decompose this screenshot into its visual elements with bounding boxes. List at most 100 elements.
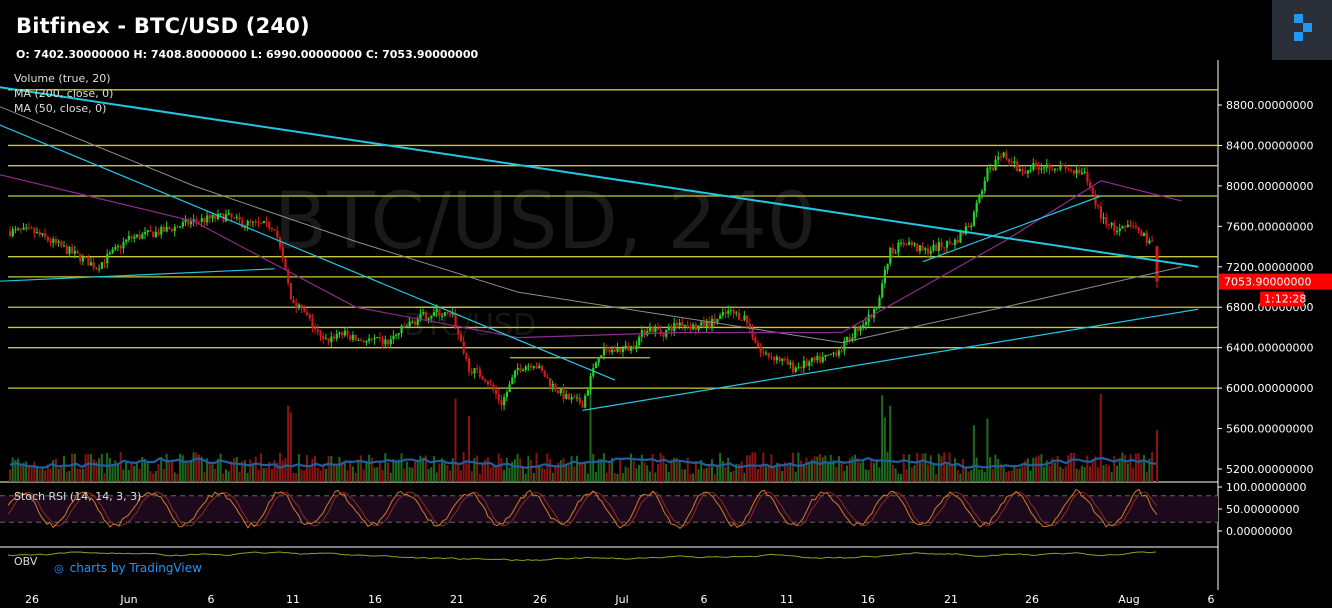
volume-bar (1018, 468, 1021, 482)
volume-bar (1137, 452, 1140, 482)
volume-bar (681, 469, 684, 482)
candle-body (400, 325, 403, 334)
candle-body (970, 225, 973, 228)
candles[interactable] (9, 149, 1159, 411)
candle-body (181, 222, 184, 227)
time-axis[interactable]: 26 Jun 6 11 16 21 26 Jul 6 11 16 21 26 Aug 6 (25, 593, 1215, 606)
volume-bar (144, 459, 146, 482)
candle-body (492, 384, 495, 390)
volume-bar (1010, 470, 1013, 482)
volume-bar (702, 468, 705, 482)
candle-body (686, 325, 689, 327)
candle-body (908, 241, 911, 245)
volume-ma-line (9, 456, 1157, 469)
candle-body (659, 329, 662, 333)
volume-bar (816, 456, 819, 482)
candle-body (451, 313, 454, 315)
volume-bar (289, 412, 292, 482)
candle-body (403, 325, 406, 327)
volume-bar (727, 457, 730, 482)
volume-bar (63, 455, 65, 482)
volume-bar (192, 452, 195, 482)
candle-body (1124, 226, 1127, 228)
volume-bar (562, 458, 565, 482)
candle-body (689, 326, 692, 330)
volume-bar (311, 459, 314, 482)
candle-body (1097, 205, 1100, 207)
ma200-indicator-label[interactable]: MA (200, close, 0) (14, 87, 114, 100)
volume-bar (592, 454, 595, 482)
volume-bar (468, 415, 470, 482)
candle-body (594, 362, 598, 368)
volume-bar (157, 463, 160, 482)
volume-bar (846, 465, 848, 482)
volume-bar (1107, 465, 1110, 482)
volume-bar (999, 463, 1002, 482)
candle-body (68, 246, 71, 254)
candle-body (44, 233, 47, 237)
obv-label[interactable]: OBV (14, 555, 38, 568)
candle-body (1002, 152, 1005, 157)
candle-body (808, 361, 811, 366)
candle-body (586, 389, 589, 396)
volume-bar (405, 461, 408, 482)
candle-body (149, 230, 152, 232)
volume-bar (427, 469, 430, 482)
volume-bar (740, 461, 743, 482)
volume-bar (1005, 472, 1008, 482)
volume-bar (33, 461, 36, 482)
candle-body (535, 366, 538, 368)
volume-bar (735, 463, 738, 482)
candle-body (1059, 165, 1062, 170)
volume-bar (613, 473, 616, 482)
app-logo-icon[interactable] (1272, 0, 1332, 60)
price-axis[interactable]: 8800.00000000 8400.00000000 8000.00000000 7… (1218, 99, 1332, 538)
time-tick-label: 26 (533, 593, 547, 606)
volume-bar (1008, 470, 1010, 482)
volume-bar (1102, 465, 1105, 482)
tradingview-branding[interactable]: ◎ charts by TradingView (54, 561, 202, 575)
price-tick-label: 8400.00000000 (1226, 139, 1313, 152)
volume-bar (1148, 458, 1151, 482)
candle-body (54, 239, 58, 243)
candle-body (500, 400, 503, 406)
trendlines[interactable] (0, 85, 1199, 411)
candle-body (762, 352, 765, 354)
volume-bar (594, 472, 597, 482)
stoch-rsi-label[interactable]: Stoch RSI (14, 14, 3, 3) (14, 490, 142, 503)
candle-body (1148, 240, 1151, 244)
volume-bar (92, 459, 95, 482)
volume-bar (478, 473, 481, 482)
candle-body (100, 262, 103, 269)
candle-body (184, 219, 187, 223)
volume-bar (368, 454, 371, 482)
candle-body (540, 365, 544, 371)
candle-body (462, 341, 465, 354)
volume-bar (648, 471, 651, 482)
candle-body (505, 392, 508, 398)
candle-body (794, 367, 797, 372)
volume-bar (584, 463, 587, 482)
candle-body (581, 403, 584, 408)
candle-body (25, 227, 28, 229)
volume-bar (1151, 452, 1154, 482)
candle-body (878, 297, 881, 307)
volume-bar (222, 473, 225, 482)
volume-bar (929, 455, 932, 482)
candle-body (792, 362, 795, 372)
volume-bar (25, 461, 28, 482)
candle-body (468, 358, 471, 372)
ma50-indicator-label[interactable]: MA (50, close, 0) (14, 102, 107, 115)
candle-body (837, 350, 841, 356)
volume-bar (567, 465, 570, 482)
candle-body (700, 321, 703, 326)
candle-body (486, 381, 490, 385)
volume-bar (90, 454, 92, 482)
candle-body (754, 337, 757, 343)
candle-body (503, 397, 506, 406)
candle-body (52, 239, 55, 243)
candle-body (902, 242, 905, 245)
volume-indicator-label[interactable]: Volume (true, 20) (14, 72, 111, 85)
candle-body (554, 383, 557, 391)
